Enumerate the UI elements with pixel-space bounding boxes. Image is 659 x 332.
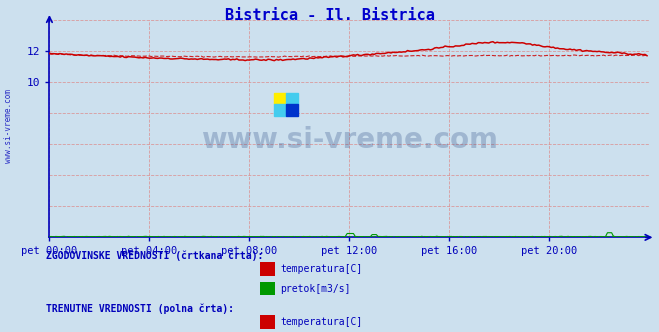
- Text: www.si-vreme.com: www.si-vreme.com: [4, 89, 13, 163]
- Text: www.si-vreme.com: www.si-vreme.com: [201, 125, 498, 153]
- Text: Bistrica - Il. Bistrica: Bistrica - Il. Bistrica: [225, 8, 434, 23]
- Bar: [286, 104, 298, 116]
- Bar: [286, 93, 298, 104]
- Text: pretok[m3/s]: pretok[m3/s]: [280, 284, 351, 293]
- Bar: [274, 104, 286, 116]
- Text: temperatura[C]: temperatura[C]: [280, 317, 362, 327]
- Text: ZGODOVINSKE VREDNOSTI (črtkana črta):: ZGODOVINSKE VREDNOSTI (črtkana črta):: [46, 251, 264, 261]
- Text: temperatura[C]: temperatura[C]: [280, 264, 362, 274]
- Bar: [274, 93, 286, 104]
- Text: TRENUTNE VREDNOSTI (polna črta):: TRENUTNE VREDNOSTI (polna črta):: [46, 304, 234, 314]
